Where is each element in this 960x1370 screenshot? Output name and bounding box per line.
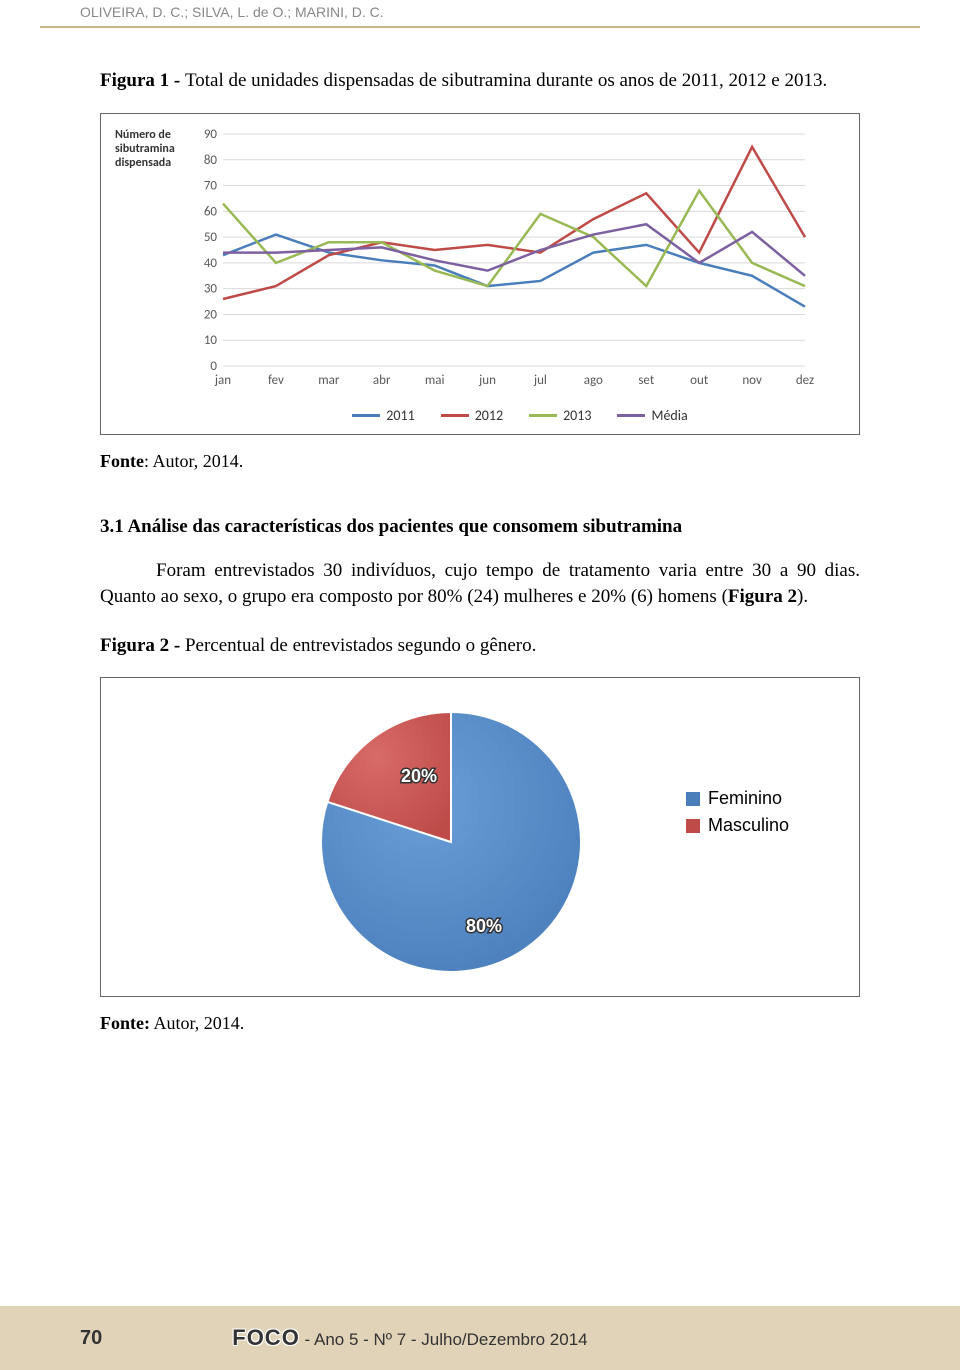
svg-text:nov: nov (742, 373, 762, 388)
body-text-c: ). (797, 586, 808, 607)
svg-text:20: 20 (204, 307, 218, 322)
svg-text:60: 60 (204, 204, 218, 219)
figure2-caption-label: Figura 2 - (100, 635, 185, 656)
figure1-caption-label: Figura 1 - (100, 70, 185, 91)
page-number: 70 (80, 1327, 102, 1350)
footer-journal: FOCO - Ano 5 - Nº 7 - Julho/Dezembro 201… (232, 1325, 587, 1351)
svg-text:ago: ago (584, 373, 603, 388)
figure1-yaxis-label: Número de sibutramina dispensada (115, 128, 195, 393)
figure1-source-text: : Autor, 2014. (144, 451, 243, 471)
svg-text:20%: 20% (401, 766, 437, 786)
figure1-source: Fonte: Autor, 2014. (100, 451, 860, 472)
figure2-chart-frame: 20% 80% Feminino Masculino (100, 677, 860, 997)
pie-legend-label: Masculino (708, 815, 789, 836)
svg-text:30: 30 (204, 281, 218, 296)
pie-legend-swatch (686, 819, 700, 833)
legend-label: Média (651, 407, 687, 424)
figure2-source: Fonte: Autor, 2014. (100, 1013, 860, 1034)
legend-item: Média (617, 407, 687, 424)
svg-text:90: 90 (204, 128, 218, 142)
svg-text:dez: dez (796, 373, 814, 388)
figure1-source-label: Fonte (100, 451, 144, 471)
legend-label: 2011 (386, 407, 414, 424)
figure1-chart-frame: Número de sibutramina dispensada 0 10 20 30… (100, 113, 860, 435)
legend-swatch (441, 414, 469, 417)
legend-item: 2012 (441, 407, 503, 424)
legend-label: 2012 (475, 407, 503, 424)
figure2-source-text: Autor, 2014. (150, 1013, 244, 1033)
legend-swatch (529, 414, 557, 417)
journal-issue: - Ano 5 - Nº 7 - Julho/Dezembro 2014 (300, 1330, 588, 1349)
svg-text:mai: mai (425, 373, 445, 388)
svg-text:jul: jul (533, 373, 547, 388)
pie-chart-svg: 20% 80% (301, 692, 601, 992)
header-authors: OLIVEIRA, D. C.; SILVA, L. de O.; MARINI… (0, 0, 960, 20)
figure1-caption-text: Total de unidades dispensadas de sibutra… (185, 70, 827, 91)
svg-text:abr: abr (373, 373, 391, 388)
svg-text:jun: jun (478, 373, 496, 388)
pie-legend-item: Feminino (686, 788, 789, 809)
legend-swatch (617, 414, 645, 417)
body-paragraph-1: Foram entrevistados 30 indivíduos, cujo … (100, 558, 860, 611)
figure2-caption-text: Percentual de entrevistados segundo o gê… (185, 635, 536, 656)
body-figure2-ref: Figura 2 (728, 586, 797, 607)
section-3-1-heading: 3.1 Análise das características dos paci… (100, 516, 860, 538)
svg-text:80: 80 (204, 152, 218, 167)
svg-text:0: 0 (210, 359, 217, 374)
figure1-caption: Figura 1 - Total de unidades dispensadas… (100, 68, 860, 95)
svg-text:jan: jan (214, 373, 231, 388)
page-footer: 70 FOCO - Ano 5 - Nº 7 - Julho/Dezembro … (0, 1306, 960, 1370)
svg-text:50: 50 (204, 230, 218, 245)
svg-text:out: out (690, 373, 709, 388)
figure1-plot: 0 10 20 30 40 50 60 70 80 90 jan fev mar abr mai jun jul… (195, 128, 845, 393)
legend-swatch (352, 414, 380, 417)
legend-item: 2013 (529, 407, 591, 424)
svg-text:80%: 80% (466, 916, 502, 936)
line-chart-svg: 0 10 20 30 40 50 60 70 80 90 jan fev mar abr mai jun jul… (195, 128, 815, 388)
figure1-legend: 2011 2012 2013 Média (115, 407, 845, 424)
svg-text:40: 40 (204, 255, 218, 270)
figure2-source-label: Fonte: (100, 1013, 150, 1033)
svg-text:mar: mar (318, 373, 340, 388)
svg-text:fev: fev (268, 373, 284, 388)
journal-logo: FOCO (232, 1325, 300, 1350)
figure2-legend: Feminino Masculino (686, 788, 789, 842)
pie-legend-swatch (686, 792, 700, 806)
legend-label: 2013 (563, 407, 591, 424)
svg-text:70: 70 (204, 178, 218, 193)
legend-item: 2011 (352, 407, 414, 424)
svg-text:10: 10 (204, 333, 218, 348)
pie-legend-item: Masculino (686, 815, 789, 836)
pie-legend-label: Feminino (708, 788, 782, 809)
figure2-caption: Figura 2 - Percentual de entrevistados s… (100, 633, 860, 660)
svg-text:set: set (638, 373, 654, 388)
